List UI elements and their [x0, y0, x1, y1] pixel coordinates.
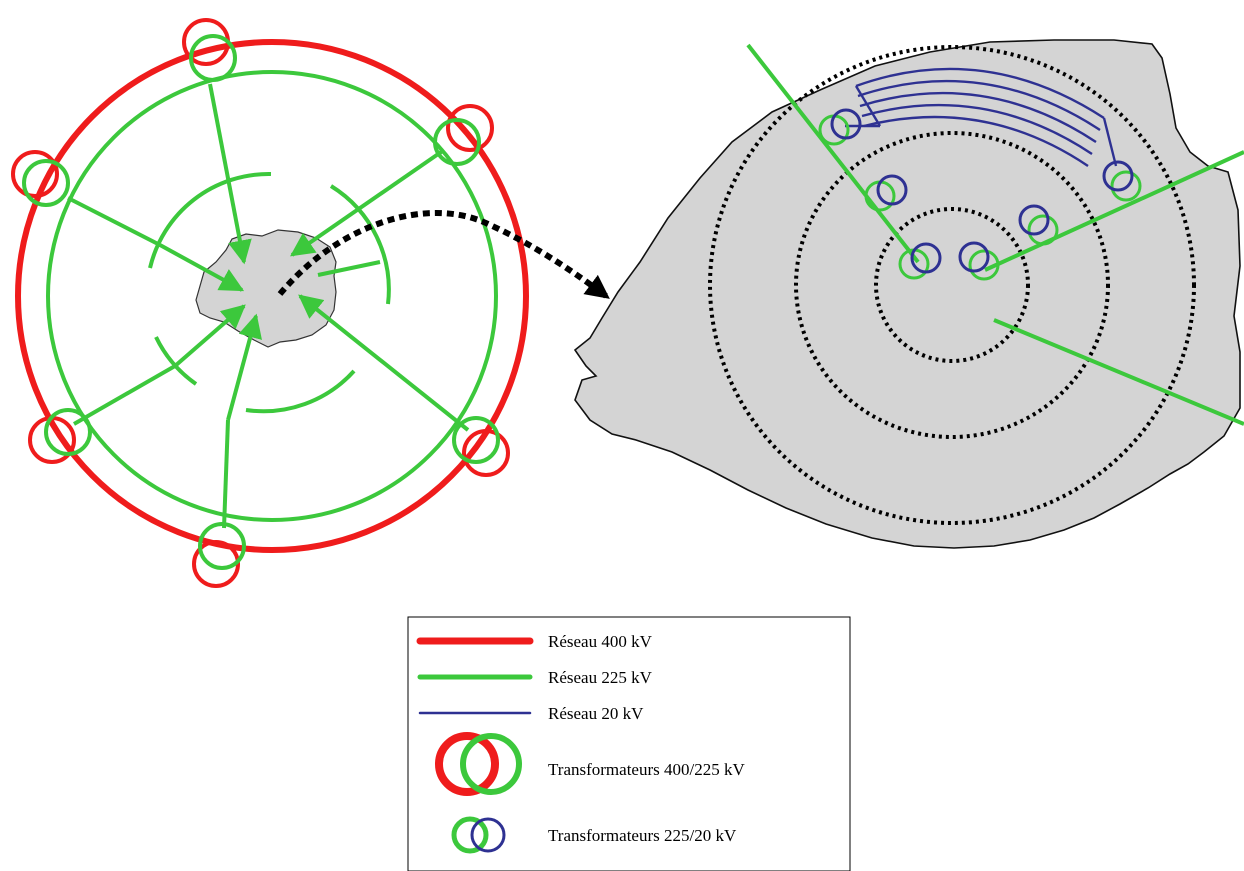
- network-225kv-lines: [746, 43, 1244, 426]
- transformer-400-225: [28, 408, 92, 464]
- transformer-225-20: [898, 242, 942, 280]
- dotted-zone-rings: [708, 45, 1196, 525]
- transformer-225-20: [958, 241, 1000, 281]
- inner-225kv-arcs: [148, 171, 391, 414]
- legend: Réseau 400 kV Réseau 225 kV Réseau 20 kV…: [407, 616, 851, 871]
- legend-label-transformer-400-225: Transformateurs 400/225 kV: [548, 760, 745, 779]
- legend-label-20kv: Réseau 20 kV: [548, 704, 644, 723]
- legend-swatch-transformer-400-225: [435, 732, 522, 796]
- transformers-225-20-detail: [818, 108, 1142, 281]
- transformer-225-20: [864, 174, 908, 212]
- zoom-arrow: [277, 210, 610, 299]
- paris-detail-shape: [573, 39, 1241, 549]
- legend-swatch-transformer-225-20: [451, 816, 506, 854]
- transformer-225-20: [1018, 204, 1059, 246]
- transformer-225-20: [1102, 160, 1142, 202]
- network-20kv-arcs: [845, 67, 1118, 167]
- transformer-400-225: [192, 522, 246, 588]
- radial-225kv-feeders: [67, 83, 470, 529]
- legend-label-225kv: Réseau 225 kV: [548, 668, 653, 687]
- transformer-400-225: [11, 150, 70, 207]
- transformer-225-20: [818, 108, 862, 146]
- legend-label-400kv: Réseau 400 kV: [548, 632, 653, 651]
- transformers-400-225-overview: [11, 18, 510, 588]
- ring-400kv: [15, 39, 529, 553]
- transformer-400-225: [452, 416, 510, 477]
- transformer-400-225: [182, 18, 237, 82]
- overview-network: [11, 18, 529, 588]
- legend-label-transformer-225-20: Transformateurs 225/20 kV: [548, 826, 737, 845]
- transformer-400-225: [433, 104, 494, 166]
- paris-detail: [573, 39, 1244, 549]
- ring-225kv: [46, 70, 498, 522]
